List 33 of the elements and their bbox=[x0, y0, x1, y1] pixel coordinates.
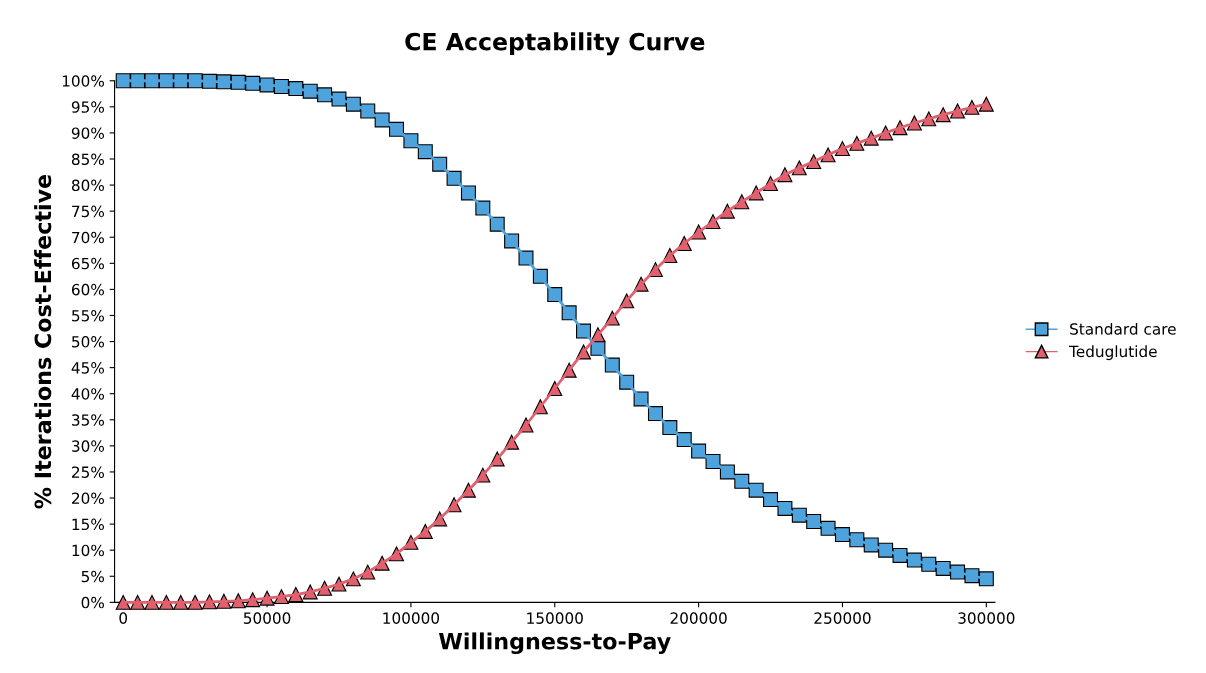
y-tick-label: 100% bbox=[62, 75, 104, 87]
y-tick-label: 95% bbox=[71, 101, 104, 113]
x-tick-label: 250000 bbox=[814, 612, 871, 624]
y-tick-label: 85% bbox=[71, 153, 104, 166]
x-tick-label: 300000 bbox=[958, 612, 1015, 624]
x-tick-label: 50000 bbox=[243, 612, 291, 624]
y-tick-label: 15% bbox=[72, 518, 104, 531]
y-tick-label: 70% bbox=[72, 231, 104, 244]
y-tick-label: 5% bbox=[81, 570, 104, 583]
x-tick-label: 150000 bbox=[527, 612, 583, 624]
y-tick-label: 90% bbox=[71, 127, 104, 139]
x-axis-title: Willingness-to-Pay bbox=[438, 632, 671, 655]
chart-title: CE Acceptability Curve bbox=[405, 32, 705, 56]
y-tick-label: 75% bbox=[72, 205, 104, 218]
y-tick-label: 10% bbox=[72, 544, 104, 557]
legend-label: Teduglutide bbox=[1069, 345, 1157, 361]
y-tick-label: 55% bbox=[72, 309, 104, 322]
x-tick-label: 100000 bbox=[383, 612, 440, 624]
y-tick-label: 25% bbox=[72, 466, 104, 478]
y-tick-label: 65% bbox=[71, 257, 104, 270]
y-tick-label: 0% bbox=[81, 596, 104, 609]
y-tick-label: 40% bbox=[71, 388, 104, 400]
y-tick-label: 60% bbox=[71, 283, 104, 296]
y-tick-label: 45% bbox=[71, 362, 104, 374]
y-axis-title: % Iterations Cost-Effective bbox=[34, 174, 52, 509]
y-tick-label: 30% bbox=[72, 440, 104, 452]
y-tick-label: 80% bbox=[71, 179, 104, 192]
legend-label: Standard care bbox=[1070, 322, 1176, 335]
y-tick-label: 35% bbox=[72, 414, 104, 426]
y-tick-label: 50% bbox=[72, 336, 104, 348]
x-tick-label: 200000 bbox=[670, 612, 727, 624]
x-tick-label: 0 bbox=[119, 612, 128, 624]
y-tick-label: 20% bbox=[72, 492, 104, 505]
